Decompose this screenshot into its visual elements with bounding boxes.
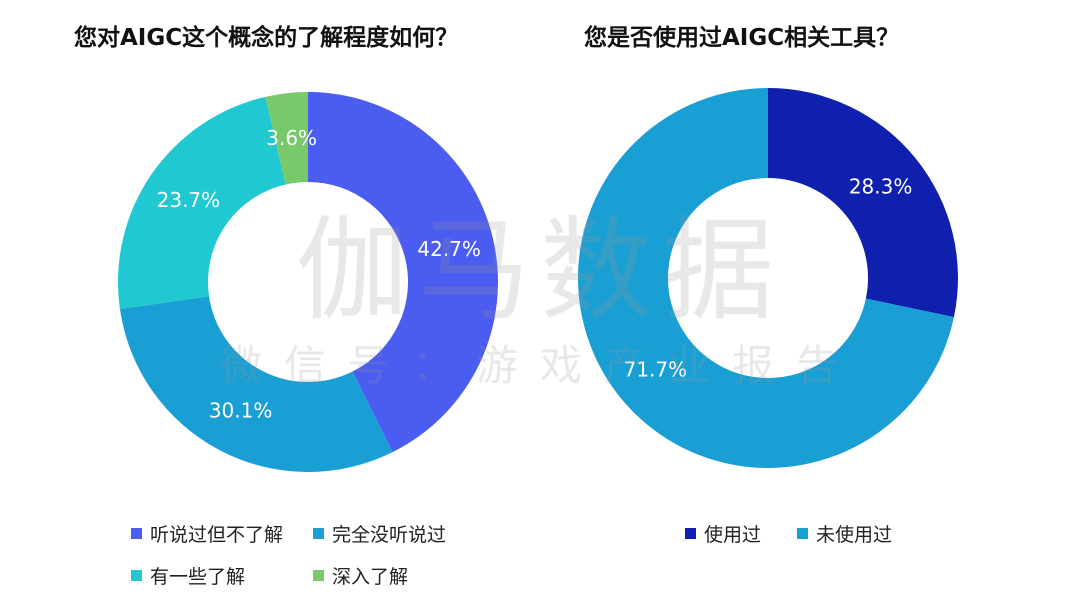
legend-item-used: 使用过 bbox=[685, 520, 761, 547]
legend-swatch bbox=[131, 528, 142, 539]
understanding-slice-1 bbox=[119, 296, 393, 472]
understanding-data-label-1: 30.1% bbox=[209, 398, 273, 422]
legend-label: 未使用过 bbox=[816, 524, 893, 546]
legend-item-not-used: 未使用过 bbox=[797, 520, 892, 547]
understanding-data-label-0: 42.7% bbox=[417, 237, 481, 261]
chart-title-right: 您是否使用过AIGC相关工具？ bbox=[584, 25, 900, 51]
understanding-slice-2 bbox=[118, 96, 286, 310]
understanding-data-label-3: 3.6% bbox=[266, 126, 317, 150]
legend-swatch bbox=[685, 528, 696, 539]
chart-title-left: 您对AIGC这个概念的了解程度如何？ bbox=[74, 25, 459, 51]
legend-label: 使用过 bbox=[704, 524, 762, 546]
understanding-slice-3 bbox=[265, 92, 308, 185]
usage-data-label-1: 71.7% bbox=[624, 357, 688, 381]
legend-label: 完全没听说过 bbox=[332, 524, 447, 546]
legend-item-some-understanding: 有一些了解 bbox=[131, 562, 245, 589]
legend-label: 有一些了解 bbox=[150, 566, 246, 588]
legend-item-deep-understanding: 深入了解 bbox=[313, 562, 408, 589]
understanding-slice-0 bbox=[308, 91, 499, 453]
legend-label: 深入了解 bbox=[332, 566, 409, 588]
understanding-data-label-2: 23.7% bbox=[157, 188, 221, 212]
legend-swatch bbox=[797, 528, 808, 539]
legend-swatch bbox=[131, 570, 142, 581]
usage-data-label-0: 28.3% bbox=[849, 175, 913, 199]
usage-slice-0 bbox=[768, 88, 958, 318]
legend-swatch bbox=[313, 528, 324, 539]
legend-item-never-heard: 完全没听说过 bbox=[313, 520, 446, 547]
legend-swatch bbox=[313, 570, 324, 581]
usage-slice-1 bbox=[577, 88, 954, 468]
legend-label: 听说过但不了解 bbox=[150, 524, 284, 546]
legend-item-heard-not-understand: 听说过但不了解 bbox=[131, 520, 283, 547]
